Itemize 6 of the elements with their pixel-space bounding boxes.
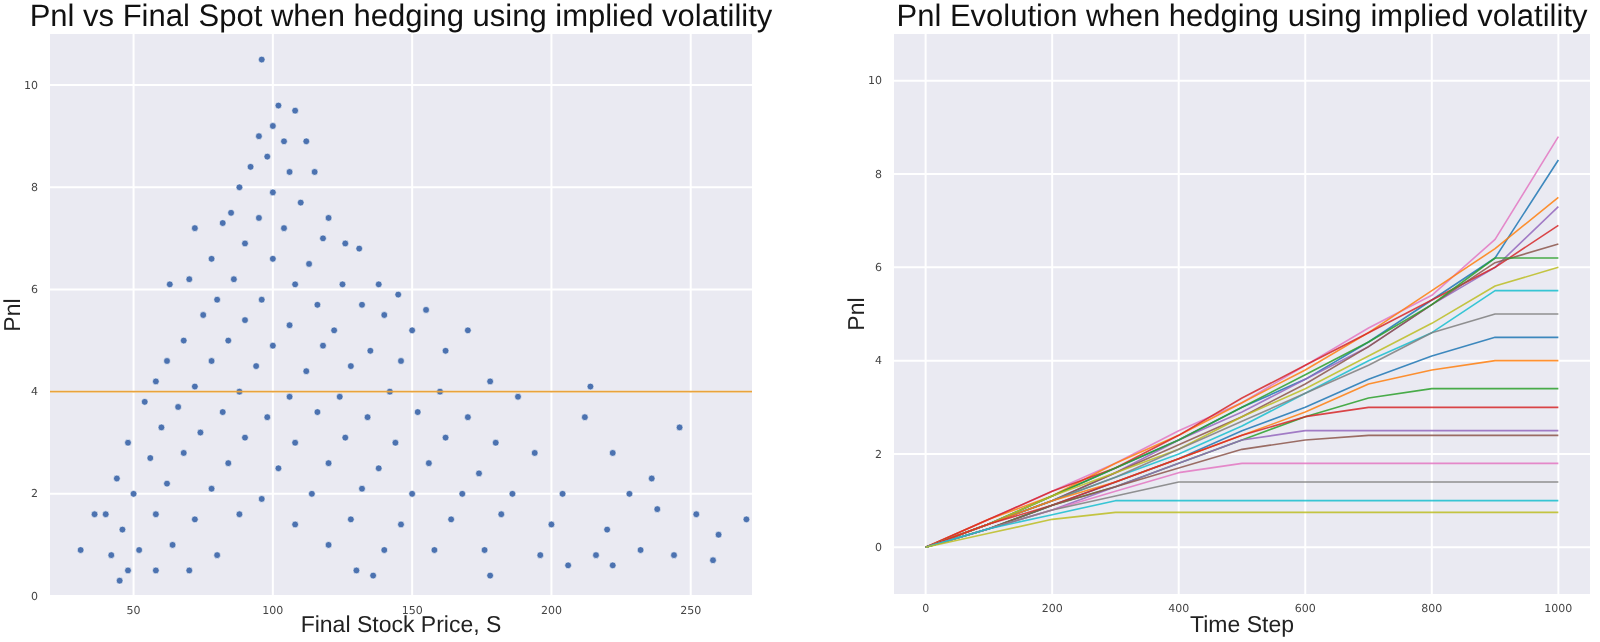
y-axis-title: Pnl (846, 297, 870, 331)
chart-title: Pnl Evolution when hedging using implied volatility (896, 0, 1589, 34)
y-axis-title: Pnl (2, 298, 26, 332)
x-axis-title: Final Stock Price, S (300, 614, 502, 638)
chart-title: Pnl vs Final Spot when hedging using implied volatility (29, 0, 773, 34)
x-axis-title: Time Step (1190, 614, 1294, 638)
